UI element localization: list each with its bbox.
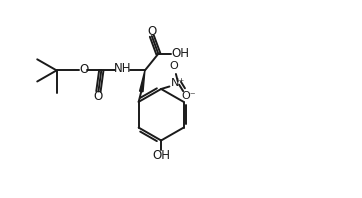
Text: N⁺: N⁺ — [171, 78, 185, 88]
Text: OH: OH — [171, 47, 189, 60]
Text: O: O — [147, 25, 156, 38]
Polygon shape — [140, 70, 145, 92]
Text: O: O — [79, 63, 88, 76]
Text: O: O — [170, 61, 178, 71]
Text: NH: NH — [114, 63, 131, 75]
Text: O: O — [94, 90, 103, 103]
Text: OH: OH — [152, 149, 170, 162]
Text: O⁻: O⁻ — [181, 91, 196, 102]
